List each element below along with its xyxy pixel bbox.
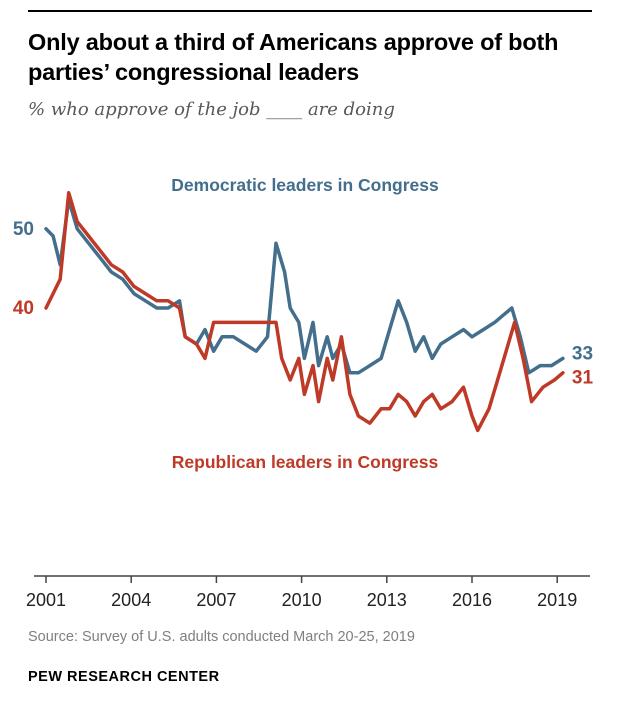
republican-end-value-label: 31 (572, 368, 594, 389)
brand-footer: PEW RESEARCH CENTER (28, 669, 220, 686)
x-axis-tick-label: 2010 (282, 590, 322, 610)
x-axis-tick-label: 2016 (452, 590, 492, 610)
x-axis-tick-label: 2007 (196, 590, 236, 610)
x-axis-tick-label: 2004 (111, 590, 151, 610)
x-axis-tick-label: 2001 (26, 590, 66, 610)
democratic-series-label: Democratic leaders in Congress (171, 175, 439, 195)
democratic-line (44, 198, 565, 375)
line-chart: Democratic leaders in Congress Republica… (0, 136, 620, 621)
democratic-end-value-label: 33 (572, 344, 593, 365)
republican-series-label: Republican leaders in Congress (172, 452, 439, 472)
democratic-start-value-label: 50 (13, 219, 34, 240)
top-rule (28, 10, 592, 12)
x-axis-tick-label: 2019 (537, 590, 577, 610)
page-title: Only about a third of Americans approve … (28, 29, 559, 85)
x-axis: 2001 2004 2007 2010 2013 2016 2019 (26, 576, 577, 610)
x-axis-tick-label: 2013 (367, 590, 407, 610)
republican-line (44, 191, 565, 433)
line-chart-canvas: Democratic leaders in Congress Republica… (13, 175, 594, 610)
republican-start-value-label: 40 (13, 298, 34, 319)
source-note: Source: Survey of U.S. adults conducted … (28, 629, 415, 646)
chart-subtitle: % who approve of the job ____ are doing (28, 99, 395, 121)
